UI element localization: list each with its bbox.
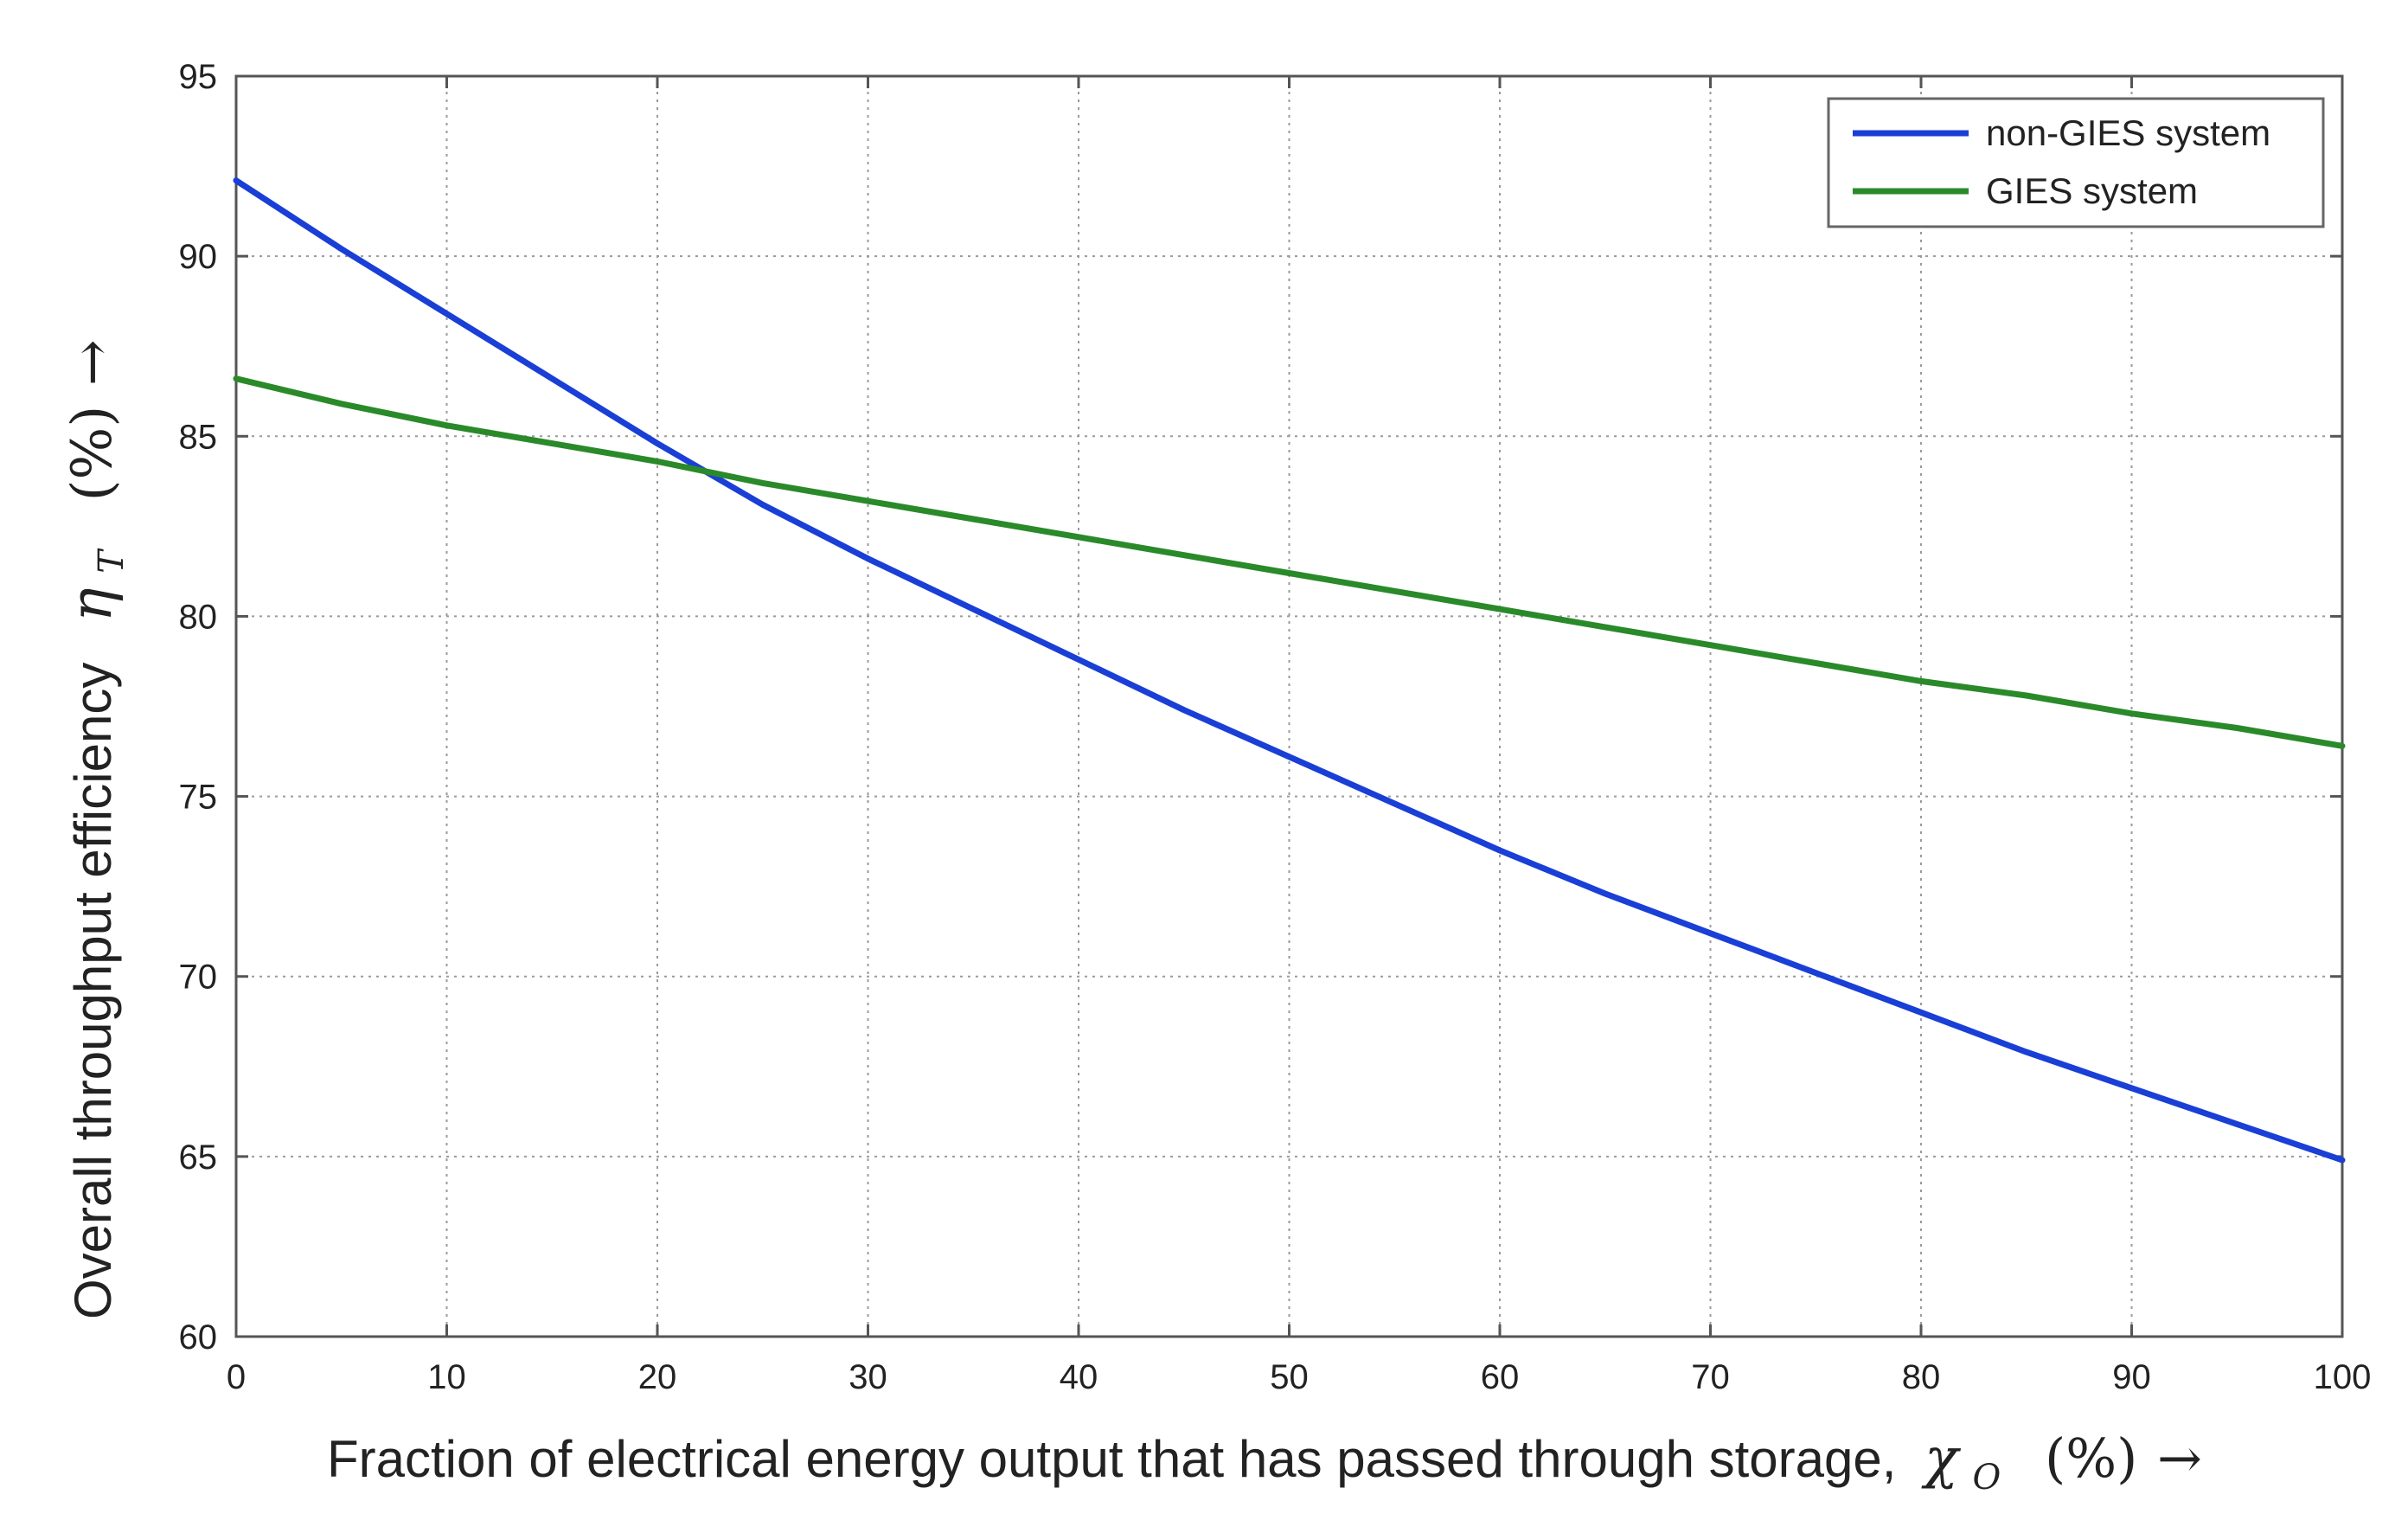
x-axis-label: Fraction of electrical energy output tha…	[327, 1427, 2202, 1500]
legend-box	[1827, 97, 2325, 228]
y-axis-arrow: →	[61, 339, 125, 386]
x-tick-label: 0	[227, 1358, 246, 1396]
x-tick-label: 100	[2314, 1358, 2372, 1396]
series-lines	[233, 177, 2346, 1164]
x-axis-arrow: →	[2157, 1427, 2202, 1490]
series-line-non-gies	[233, 177, 2346, 1164]
legend-label-non-gies: non-GIES system	[1986, 112, 2270, 153]
x-tick-label: 30	[849, 1358, 887, 1396]
y-tick-label: 80	[179, 598, 218, 636]
x-tick-label: 20	[638, 1358, 677, 1396]
x-tick-label: 40	[1060, 1358, 1098, 1396]
y-tick-label: 95	[179, 58, 218, 96]
y-tick-labels: 60 65 70 75 80 85 90 95	[179, 58, 218, 1356]
y-axis-label-text: Overall throughput efficiency	[64, 663, 122, 1319]
y-tick-label: 90	[179, 238, 218, 276]
y-tick-label: 60	[179, 1318, 218, 1356]
grid	[234, 74, 2344, 1338]
y-axis-symbol-subscript: T	[92, 548, 131, 574]
legend-label-gies: GIES system	[1986, 170, 2198, 211]
x-tick-label: 90	[2112, 1358, 2151, 1396]
y-tick-label: 75	[179, 779, 218, 817]
x-tick-label: 80	[1902, 1358, 1941, 1396]
y-tick-label: 65	[179, 1138, 218, 1177]
series-line-gies	[233, 375, 2346, 749]
y-axis-symbol: η	[58, 587, 125, 622]
plot-area-frame	[234, 74, 2344, 1338]
y-tick-label: 85	[179, 418, 218, 456]
y-axis-label: Overall throughput efficiency η T (%) →	[58, 339, 134, 1319]
x-tick-label: 70	[1691, 1358, 1730, 1396]
y-axis-unit: (%)	[61, 406, 125, 502]
x-tick-label: 10	[427, 1358, 466, 1396]
x-axis-symbol-subscript: O	[1973, 1458, 2001, 1498]
x-tick-label: 60	[1481, 1358, 1520, 1396]
x-axis-label-text: Fraction of electrical energy output tha…	[327, 1430, 1896, 1488]
x-axis-symbol: χ	[1921, 1427, 1961, 1491]
x-tick-label: 50	[1270, 1358, 1309, 1396]
x-tick-labels: 0 10 20 30 40 50 60 70 80 90 100	[227, 1358, 2372, 1396]
x-axis-unit: (%)	[2045, 1427, 2137, 1490]
legend: non-GIES system GIES system	[1827, 97, 2325, 228]
y-tick-label: 70	[179, 959, 218, 997]
